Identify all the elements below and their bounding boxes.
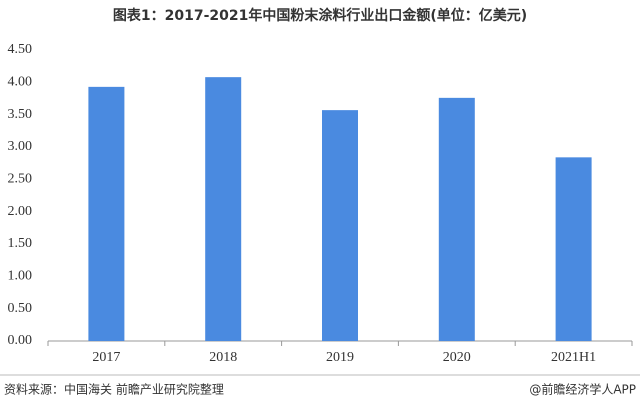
y-tick-label: 3.50 [8, 107, 33, 122]
x-tick-label: 2017 [92, 350, 120, 365]
y-tick-label: 0.50 [8, 301, 33, 316]
y-tick-label: 4.00 [8, 75, 33, 90]
y-tick-label: 2.50 [8, 172, 33, 187]
x-tick-label: 2020 [443, 350, 471, 365]
chart-title: 图表1：2017-2021年中国粉末涂料行业出口金额(单位：亿美元) [113, 7, 527, 24]
credit: @前瞻经济学人APP [529, 382, 636, 397]
y-tick-label: 0.00 [8, 333, 33, 348]
y-tick-label: 4.50 [8, 42, 33, 57]
y-tick-label: 3.00 [8, 139, 33, 154]
bar [438, 97, 475, 341]
bar [555, 157, 592, 341]
source: 资料来源：中国海关 前瞻产业研究院整理 [4, 382, 224, 397]
bar [205, 77, 242, 341]
y-tick-label: 1.50 [8, 236, 33, 251]
x-tick-label: 2019 [326, 350, 354, 365]
y-tick-label: 1.00 [8, 269, 33, 284]
bar [322, 110, 358, 341]
x-tick-label: 2018 [209, 350, 237, 365]
x-tick-label: 2021H1 [551, 350, 596, 365]
bar [88, 86, 125, 341]
y-tick-label: 2.00 [8, 204, 33, 219]
